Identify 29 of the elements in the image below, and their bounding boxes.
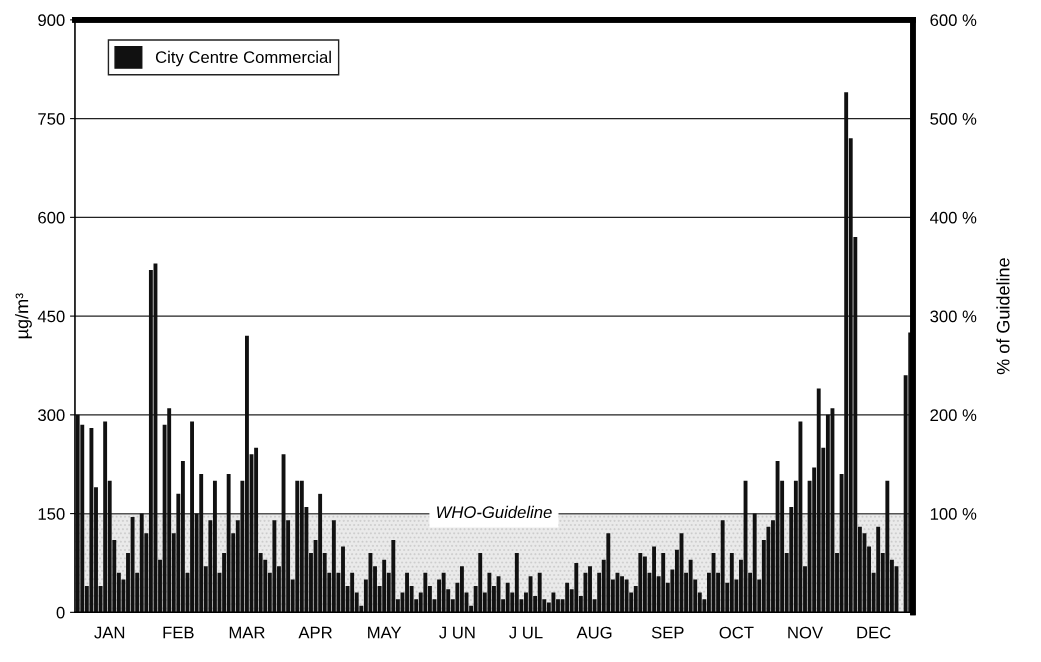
y2-tick-label: 500 % <box>930 113 977 125</box>
y-tick-label: 450 <box>37 310 65 323</box>
y2-tick-label: 600 % <box>930 14 977 27</box>
x-tick-label: DEC <box>857 626 891 639</box>
y-tick-label: 300 <box>38 409 65 422</box>
x-tick-label: AUG <box>576 626 612 639</box>
x-tick-label: FEB <box>163 626 194 639</box>
y-tick-label: 750 <box>38 113 65 125</box>
x-tick-label: OCT <box>719 626 754 639</box>
y-tick-label: 150 <box>38 508 65 520</box>
ref-line-label: WHO-Guideline <box>437 505 552 519</box>
x-tick-label: MAY <box>368 626 402 639</box>
x-tick-label: JAN <box>94 626 125 639</box>
x-tick-label: MAR <box>229 626 265 639</box>
y2-tick-label: 300 % <box>930 310 977 323</box>
y-tick-label: 600 <box>38 211 65 224</box>
y2-axis-title: % of Guideline <box>996 258 1010 375</box>
y2-tick-label: 200 % <box>930 409 977 422</box>
x-tick-label: J UL <box>509 626 543 639</box>
x-tick-label: NOV <box>788 626 823 639</box>
y-tick-label: 900 <box>38 14 65 27</box>
y-axis-title: µg/m³ <box>15 293 32 339</box>
x-tick-label: SEP <box>651 626 684 639</box>
y2-tick-label: 400 % <box>930 211 977 224</box>
y2-tick-label: 100 % <box>930 508 977 520</box>
legend-label: City Centre Commercial <box>155 50 331 67</box>
x-tick-label: J UN <box>439 626 475 639</box>
x-tick-label: APR <box>298 626 332 639</box>
y-tick-label: 0 <box>56 606 65 619</box>
